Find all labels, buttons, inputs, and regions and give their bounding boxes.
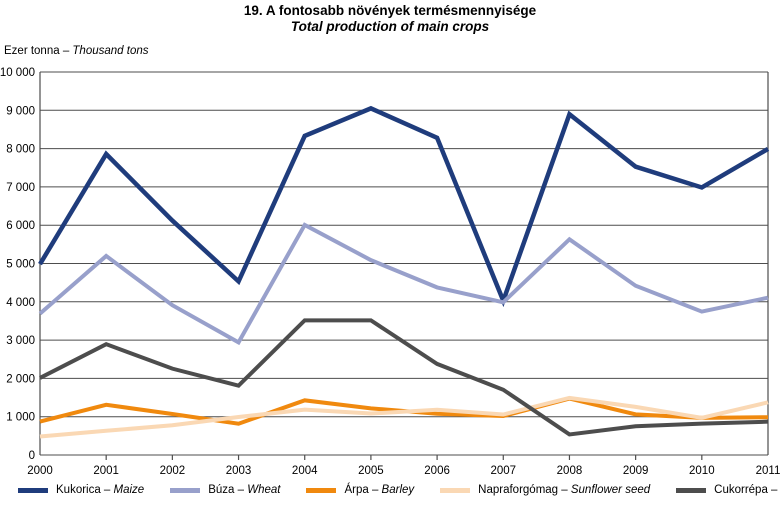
legend-swatch-sunflower — [440, 487, 471, 493]
y-tick-label: 0 — [29, 450, 35, 462]
chart-title: 19. A fontosabb növények termésmennyiség… — [0, 3, 780, 35]
y-tick-label: 1 000 — [6, 412, 35, 424]
legend-label-sunflower-en: Sunflower seed — [570, 484, 651, 496]
chart-title-english: Total production of main crops — [290, 19, 490, 34]
x-tick-label: 2011 — [756, 465, 780, 477]
series-line-sunflower — [39, 395, 769, 439]
legend-label-sunflower-hu: Napraforgómag – — [478, 484, 571, 496]
crops-line-chart: 0 1 000 2 000 3 000 4 000 5 000 6 000 7 000 8 00… — [0, 67, 780, 477]
x-tick-label: 2003 — [226, 465, 252, 477]
unit-label-english: Thousand tons — [72, 45, 149, 57]
chart-title-hungarian: 19. A fontosabb növények termésmennyiség… — [243, 3, 537, 18]
legend-item-sunflower: Napraforgómag – Sunflower seed — [440, 484, 650, 496]
x-tick-label: 2009 — [623, 465, 649, 477]
legend-item-maize: Kukorica – Maize — [18, 484, 144, 496]
x-tick-label: 2005 — [358, 465, 384, 477]
legend-swatch-sugarbeet — [676, 487, 707, 493]
legend-label-sugarbeet-hu: Cukorrépa – — [714, 484, 780, 496]
legend-label-maize-hu: Kukorica – — [56, 484, 114, 496]
x-tick-label: 2007 — [490, 465, 516, 477]
unit-label-hungarian: Ezer tonna – — [4, 45, 73, 57]
chart-legend: Kukorica – Maize Búza – Wheat Árpa – Bar… — [18, 481, 780, 499]
y-tick-label: 8 000 — [6, 144, 35, 156]
y-tick-label: 10 000 — [0, 67, 35, 79]
legend-label-wheat-en: Wheat — [247, 484, 281, 496]
series-line-wheat — [38, 222, 769, 346]
y-tick-label: 6 000 — [6, 220, 35, 232]
legend-swatch-wheat — [170, 487, 201, 493]
legend-item-wheat: Búza – Wheat — [170, 484, 280, 496]
legend-label-wheat-hu: Búza – — [208, 484, 248, 496]
legend-label-barley-en: Barley — [381, 484, 415, 496]
x-tick-label: 2000 — [27, 465, 53, 477]
series-line-sugarbeet — [39, 318, 769, 437]
y-tick-label: 5 000 — [6, 259, 35, 271]
legend-item-barley: Árpa – Barley — [306, 484, 414, 496]
y-tick-label: 3 000 — [6, 335, 35, 347]
x-tick-label: 2008 — [557, 465, 583, 477]
y-tick-label: 4 000 — [6, 297, 35, 309]
legend-label-maize-en: Maize — [113, 484, 145, 496]
series-line-maize — [38, 105, 770, 308]
x-tick-label: 2002 — [160, 465, 186, 477]
x-tick-label: 2004 — [292, 465, 318, 477]
y-tick-label: 9 000 — [6, 105, 35, 117]
x-tick-label: 2006 — [424, 465, 450, 477]
legend-label-barley-hu: Árpa – — [344, 484, 382, 496]
legend-swatch-maize — [18, 487, 48, 493]
legend-item-sugarbeet: Cukorrépa – Sugar beet — [676, 484, 780, 496]
y-tick-label: 2 000 — [6, 373, 35, 385]
x-tick-label: 2001 — [93, 465, 119, 477]
legend-swatch-barley — [306, 487, 337, 493]
y-axis-unit-label: Ezer tonna – Thousand tons — [4, 45, 149, 57]
y-tick-label: 7 000 — [6, 182, 35, 194]
x-tick-label: 2010 — [689, 465, 715, 477]
